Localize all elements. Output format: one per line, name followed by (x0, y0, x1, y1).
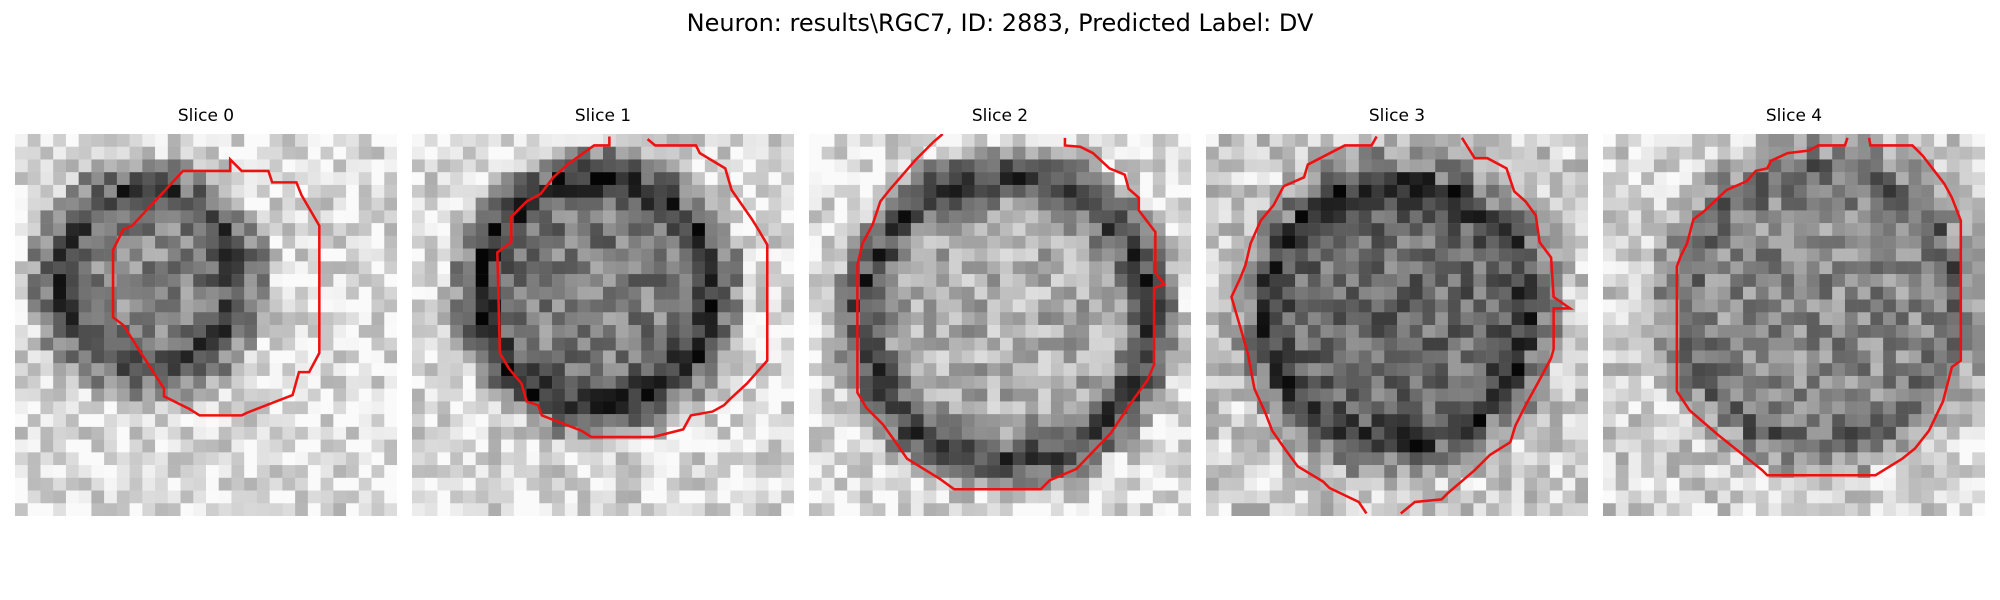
slice-image-0 (15, 134, 397, 516)
slice-title-3: Slice 3 (1206, 105, 1588, 127)
slice-title-4: Slice 4 (1603, 105, 1985, 127)
slice-title-2: Slice 2 (809, 105, 1191, 127)
slice-image-3 (1206, 134, 1588, 516)
figure-title: Neuron: results\RGC7, ID: 2883, Predicte… (0, 8, 2000, 38)
slice-pixels-3 (1206, 134, 1588, 516)
slice-image-4 (1603, 134, 1985, 516)
slice-title-0: Slice 0 (15, 105, 397, 127)
slice-pixels-1 (412, 134, 794, 516)
slice-pixels-0 (15, 134, 397, 516)
slice-pixels-4 (1603, 134, 1985, 516)
slice-pixels-2 (809, 134, 1191, 516)
slice-title-1: Slice 1 (412, 105, 794, 127)
slice-image-1 (412, 134, 794, 516)
slice-image-2 (809, 134, 1191, 516)
